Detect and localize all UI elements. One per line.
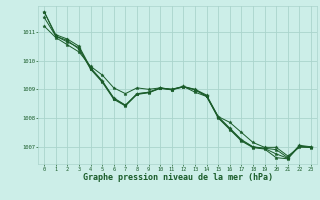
X-axis label: Graphe pression niveau de la mer (hPa): Graphe pression niveau de la mer (hPa) (83, 173, 273, 182)
